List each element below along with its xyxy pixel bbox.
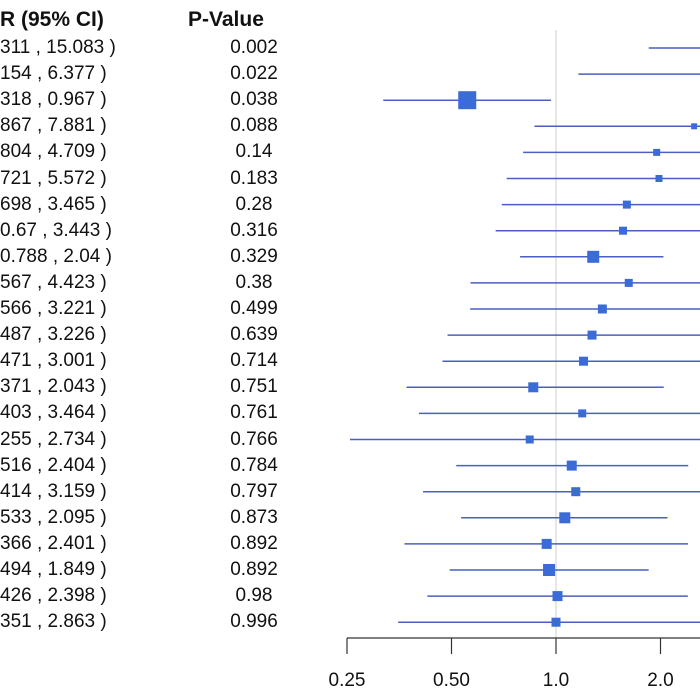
point-estimate-marker [578,356,588,366]
ci-text: 318 , 0.967 ) [0,89,107,111]
ci-text: 471 , 3.001 ) [0,350,107,372]
point-estimate-marker [619,226,628,235]
ci-text: 255 , 2.734 ) [0,428,107,450]
x-tick-label: 2.0 [647,670,674,691]
point-estimate-marker [528,382,539,393]
p-value-text: 0.183 [230,167,278,189]
ci-text: 567 , 4.423 ) [0,271,107,293]
ci-text: 311 , 15.083 ) [0,37,116,58]
ci-text: 494 , 1.849 ) [0,559,107,580]
p-value-text: 0.892 [230,559,278,580]
x-tick-label: 0.25 [328,670,366,691]
header-ci: R (95% CI) [0,8,104,31]
ci-text: 426 , 2.398 ) [0,585,107,607]
point-estimate-marker [578,409,587,418]
point-estimate-marker [587,330,597,340]
p-value-text: 0.714 [230,350,278,372]
ci-text: 351 , 2.863 ) [0,611,107,633]
p-value-text: 0.766 [230,428,278,450]
point-estimate-marker [525,435,534,444]
point-estimate-marker [622,200,631,209]
ci-text: 867 , 7.881 ) [0,115,107,137]
ci-text: 366 , 2.401 ) [0,532,107,554]
ci-text: 721 , 5.572 ) [0,167,107,189]
ci-text: 0.67 , 3.443 ) [0,219,112,241]
p-value-text: 0.98 [235,585,273,607]
ci-text: 403 , 3.464 ) [0,402,107,424]
ci-text: 371 , 2.043 ) [0,376,107,398]
p-value-text: 0.022 [230,63,278,85]
point-estimate-marker [543,564,556,576]
header-pvalue: P-Value [188,8,264,31]
ci-text: 533 , 2.095 ) [0,506,107,528]
p-value-text: 0.329 [230,245,278,267]
ci-text: 0.788 , 2.04 ) [0,245,112,267]
ci-text: 487 , 3.226 ) [0,324,107,346]
p-value-text: 0.316 [230,219,278,241]
p-value-text: 0.797 [230,480,278,502]
ci-text: 414 , 3.159 ) [0,480,107,502]
p-value-text: 0.499 [230,298,278,319]
x-tick-label: 1.0 [542,670,570,691]
point-estimate-marker [653,148,661,156]
p-value-text: 0.639 [230,324,278,346]
point-estimate-marker [655,175,663,182]
p-value-text: 0.873 [230,506,278,528]
p-value-text: 0.38 [235,271,273,293]
ci-text: 698 , 3.465 ) [0,193,107,215]
point-estimate-marker [624,278,633,287]
point-estimate-marker [551,617,561,627]
ci-text: 566 , 3.221 ) [0,298,107,319]
p-value-text: 0.761 [230,402,278,424]
point-estimate-marker [559,512,571,524]
point-estimate-marker [566,460,577,471]
ci-text: 154 , 6.377 ) [0,63,107,85]
point-estimate-marker [552,591,563,602]
p-value-text: 0.14 [235,141,273,163]
x-tick-label: 0.50 [433,670,470,691]
point-estimate-marker [571,487,581,497]
p-value-text: 0.784 [230,454,278,476]
point-estimate-marker [691,123,698,130]
point-estimate-marker [587,250,600,263]
p-value-text: 0.088 [230,115,278,137]
p-value-text: 0.002 [230,37,278,58]
point-estimate-marker [541,538,552,549]
p-value-text: 0.892 [230,532,278,554]
p-value-text: 0.28 [235,193,273,215]
p-value-text: 0.038 [230,89,278,111]
point-estimate-marker [458,91,477,110]
p-value-text: 0.996 [230,611,278,633]
ci-text: 516 , 2.404 ) [0,454,107,476]
p-value-text: 0.751 [230,376,278,398]
ci-text: 804 , 4.709 ) [0,141,107,163]
point-estimate-marker [597,304,607,314]
